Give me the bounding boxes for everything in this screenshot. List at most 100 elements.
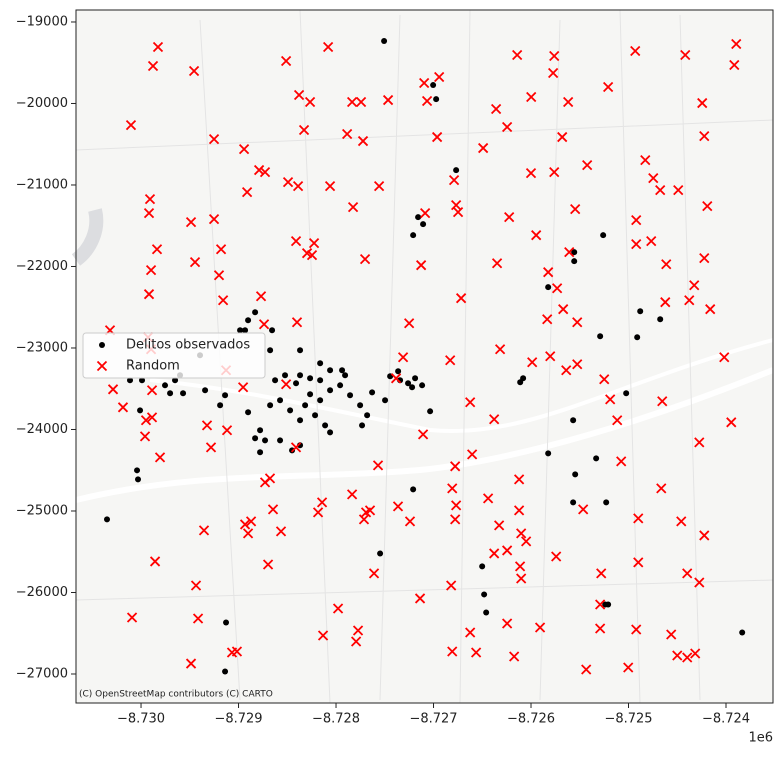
point	[372, 460, 384, 471]
x-tick-label: −8.725	[604, 712, 652, 727]
point	[501, 545, 513, 556]
point	[578, 504, 589, 515]
point	[450, 514, 461, 525]
point	[149, 556, 161, 567]
point	[631, 624, 642, 635]
point	[368, 568, 380, 579]
point	[152, 41, 164, 53]
point	[551, 551, 562, 562]
point	[293, 380, 300, 387]
point	[661, 259, 672, 270]
point	[217, 402, 224, 409]
point	[107, 384, 119, 395]
point	[342, 372, 349, 379]
point	[513, 505, 525, 516]
point	[415, 214, 422, 221]
point	[431, 131, 443, 143]
point	[466, 449, 478, 460]
point	[117, 402, 129, 413]
point	[239, 519, 251, 530]
point	[605, 601, 612, 608]
point	[605, 394, 616, 405]
point	[297, 372, 304, 379]
point	[346, 96, 358, 108]
point	[558, 304, 569, 315]
point	[252, 435, 259, 442]
point	[154, 452, 166, 463]
point	[451, 500, 462, 511]
point	[409, 384, 416, 391]
point	[304, 96, 316, 108]
point	[217, 295, 229, 306]
point	[612, 415, 623, 426]
point	[369, 389, 376, 396]
point	[451, 199, 462, 211]
point	[570, 417, 577, 424]
point	[392, 501, 404, 512]
point	[324, 180, 336, 192]
point	[327, 429, 334, 436]
point	[125, 119, 137, 131]
point	[185, 217, 197, 228]
point	[631, 239, 642, 250]
point	[185, 658, 197, 669]
point	[222, 392, 229, 399]
point	[657, 396, 668, 407]
point	[571, 258, 578, 265]
point	[581, 664, 592, 675]
point	[302, 402, 309, 409]
point	[277, 437, 284, 444]
point	[557, 131, 568, 143]
point	[684, 295, 695, 306]
point	[322, 422, 329, 429]
point	[350, 636, 362, 647]
point	[146, 385, 158, 396]
point	[397, 352, 409, 363]
point	[358, 514, 370, 525]
point	[433, 96, 440, 103]
point	[267, 402, 274, 409]
point	[144, 194, 156, 205]
legend-box	[82, 332, 266, 379]
point	[262, 559, 274, 570]
point	[545, 351, 556, 362]
point	[146, 412, 158, 423]
point	[545, 284, 552, 291]
point	[572, 471, 579, 478]
point	[600, 232, 607, 239]
point	[352, 625, 364, 636]
point	[126, 612, 138, 623]
point	[548, 67, 559, 79]
point	[699, 253, 710, 264]
point	[516, 528, 527, 539]
point	[317, 360, 324, 367]
point	[447, 646, 458, 657]
point	[516, 573, 527, 584]
point	[347, 202, 359, 213]
point	[561, 365, 572, 376]
point	[534, 622, 546, 633]
point	[545, 450, 552, 457]
point	[447, 483, 458, 494]
point	[527, 357, 538, 368]
point	[139, 377, 146, 384]
point	[275, 526, 287, 537]
point	[282, 176, 294, 188]
point	[521, 536, 532, 547]
point	[582, 159, 593, 171]
point	[242, 327, 249, 334]
point	[151, 244, 163, 255]
point	[308, 238, 320, 249]
point	[215, 244, 227, 255]
point	[307, 375, 314, 382]
point	[520, 375, 527, 382]
point	[689, 280, 700, 291]
point	[162, 382, 169, 389]
point	[327, 387, 334, 394]
legend-label: Delitos observados	[126, 338, 250, 353]
point	[306, 250, 318, 261]
point	[412, 375, 419, 382]
point	[258, 319, 270, 330]
point	[630, 45, 641, 57]
